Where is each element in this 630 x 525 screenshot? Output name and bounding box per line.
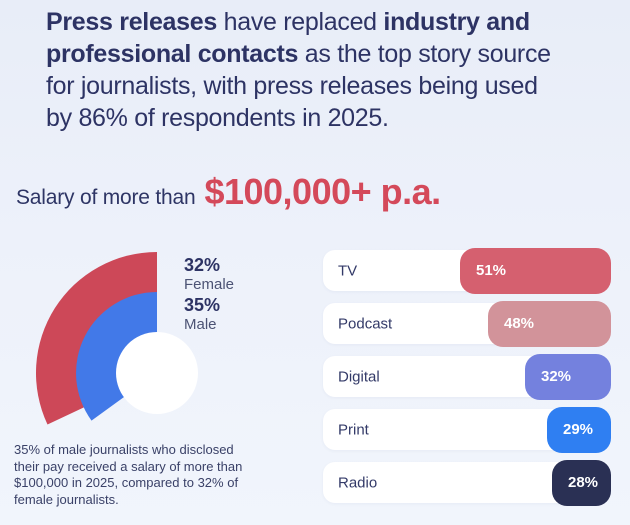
legend-label: Male xyxy=(184,316,217,333)
bar-value-label: 29% xyxy=(563,421,594,438)
bar-fill: 29% xyxy=(547,407,611,453)
bar-fill: 28% xyxy=(552,460,611,506)
headline: Press releases have replaced industry an… xyxy=(46,6,621,134)
donut-legend: 32% Female 35% Male xyxy=(184,255,234,335)
bar-value-label: 51% xyxy=(476,262,507,279)
salary-amount: $100,000+ p.a. xyxy=(204,171,441,212)
bar-category-label: Podcast xyxy=(338,315,393,332)
headline-line: professional contacts as the top story s… xyxy=(46,40,551,68)
bar-value-label: 32% xyxy=(541,368,572,385)
donut-hole xyxy=(116,332,198,414)
bar-row-digital: Digital 32% xyxy=(323,354,611,400)
legend-value: 35% xyxy=(184,295,221,315)
legend-label: Female xyxy=(184,276,235,293)
bar-row-tv: TV 51% xyxy=(323,248,611,294)
bar-row-podcast: Podcast 48% xyxy=(323,301,611,347)
salary-heading: Salary of more than $100,000+ p.a. xyxy=(16,171,441,213)
footnote: 35% of male journalists who disclosed the… xyxy=(14,442,242,508)
bar-fill: 48% xyxy=(488,301,611,347)
headline-line: Press releases have replaced industry an… xyxy=(46,8,530,36)
bar-value-label: 28% xyxy=(568,474,599,491)
headline-line: by 86% of respondents in 2025. xyxy=(46,104,389,132)
salary-prefix: Salary of more than xyxy=(16,186,196,209)
footnote-line: $100,000 in 2025, compared to 32% of xyxy=(14,475,239,490)
bar-value-label: 48% xyxy=(504,315,535,332)
footnote-line: female journalists. xyxy=(14,491,119,507)
headline-line: for journalists, with press releases bei… xyxy=(46,72,538,100)
bar-row-print: Print 29% xyxy=(323,407,611,453)
legend-value: 32% xyxy=(184,255,221,275)
bar-fill: 51% xyxy=(460,248,611,294)
bar-category-label: Print xyxy=(338,421,369,438)
footnote-line: 35% of male journalists who disclosed xyxy=(14,442,234,457)
donut-chart xyxy=(35,252,198,425)
bar-category-label: Radio xyxy=(338,474,378,491)
bar-category-label: Digital xyxy=(338,368,380,385)
bar-fill: 32% xyxy=(525,354,611,400)
bar-row-radio: Radio 28% xyxy=(323,460,611,506)
bar-chart: TV 51% Podcast 48% Digital 32% Print 29% Radio 28… xyxy=(323,248,611,515)
footnote-line: their pay received a salary of more than xyxy=(14,458,243,474)
bar-category-label: TV xyxy=(338,262,358,279)
donut-slice-male xyxy=(76,292,157,421)
